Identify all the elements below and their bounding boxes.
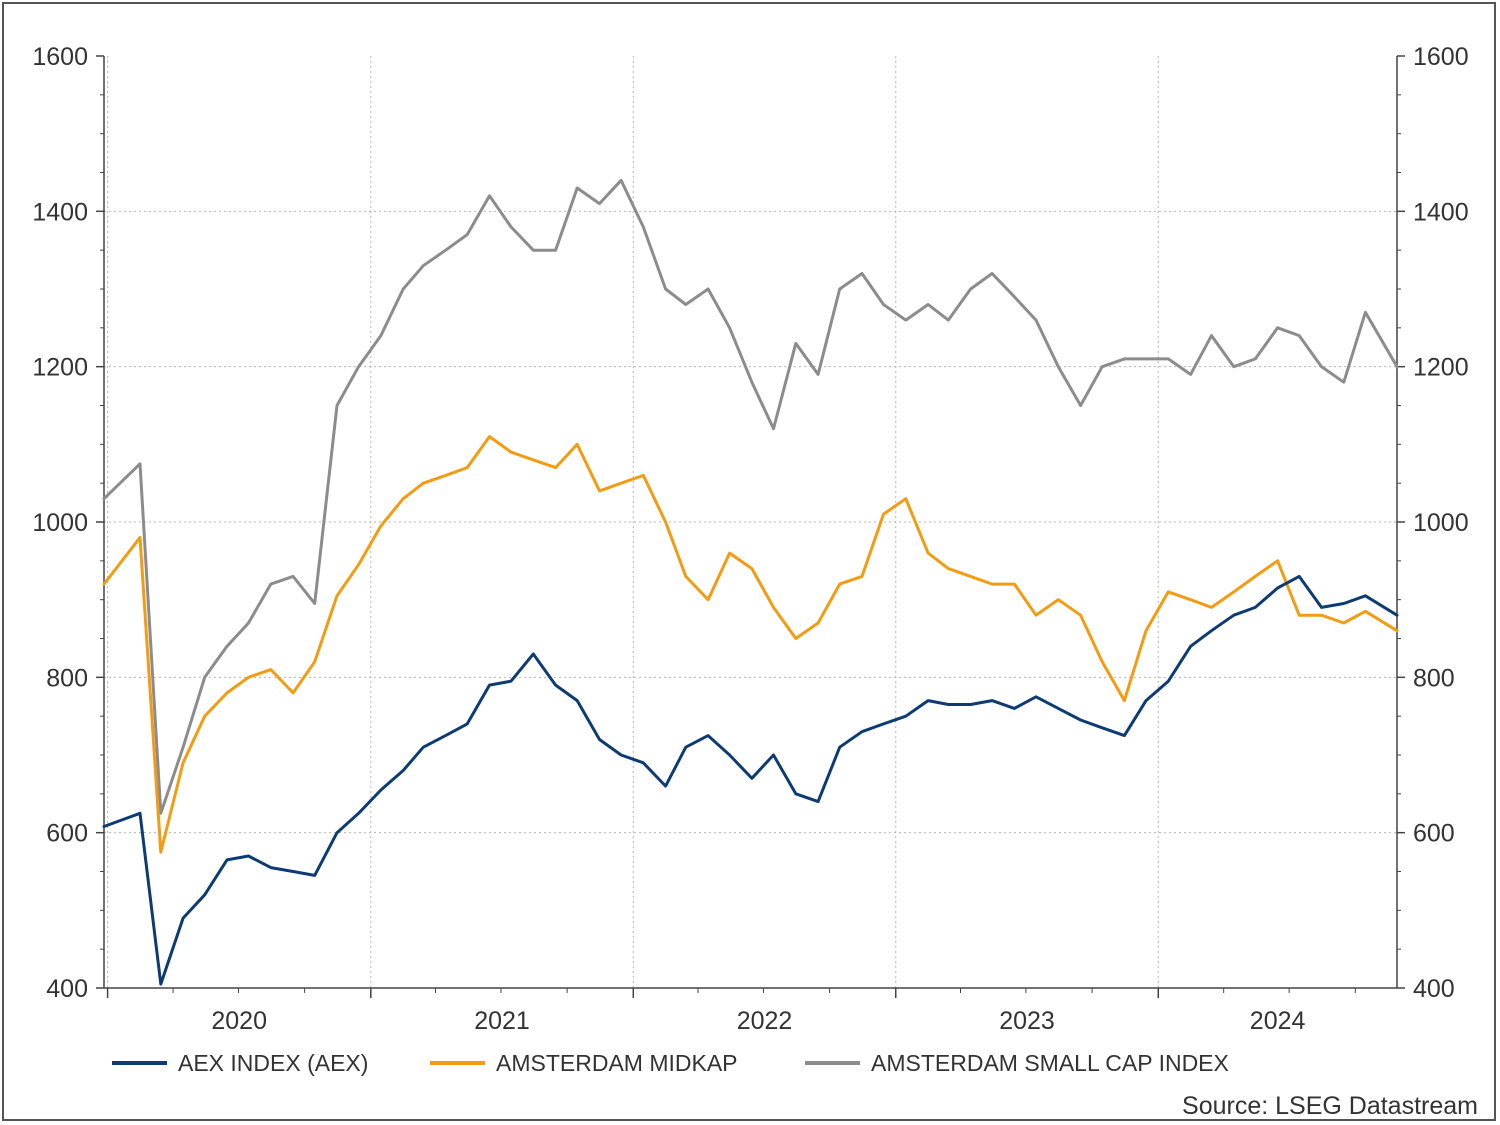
legend: AEX INDEX (AEX) AMSTERDAM MIDKAP AMSTERDAM… (112, 1050, 1229, 1076)
y-tick-label-left: 1600 (32, 43, 88, 71)
x-tick-label: 2020 (211, 1007, 267, 1035)
series-line-2 (102, 435, 1399, 854)
legend-label: AMSTERDAM MIDKAP (496, 1050, 738, 1076)
y-tick-label-right: 1000 (1413, 509, 1469, 537)
x-tick-label: 2023 (999, 1007, 1055, 1035)
y-tick-label-left: 1400 (32, 198, 88, 226)
y-tick-label-right: 800 (1413, 664, 1455, 692)
y-tick-label-right: 600 (1413, 820, 1455, 848)
x-tick-label: 2021 (474, 1007, 530, 1035)
y-tick-label-right: 1400 (1413, 198, 1469, 226)
legend-label: AMSTERDAM SMALL CAP INDEX (871, 1050, 1229, 1076)
legend-label: AEX INDEX (AEX) (178, 1050, 368, 1076)
series-line-1 (102, 574, 1399, 986)
y-tick-label-left: 800 (46, 664, 88, 692)
y-tick-label-right: 400 (1413, 975, 1455, 1003)
y-tick-label-left: 600 (46, 820, 88, 848)
source-label: Source: LSEG Datastream (1182, 1092, 1478, 1120)
grid-lines (104, 56, 1397, 989)
y-tick-label-right: 1200 (1413, 354, 1469, 382)
x-tick-label: 2024 (1250, 1007, 1306, 1035)
x-tick-label: 2022 (737, 1007, 793, 1035)
y-tick-label-right: 1600 (1413, 43, 1469, 71)
y-tick-label-left: 1000 (32, 509, 88, 537)
axes: 400 400 600 600 800 800 1000 1000 1200 1200 1400 14… (32, 43, 1468, 1035)
series-line-3 (102, 178, 1399, 815)
y-tick-label-left: 400 (46, 975, 88, 1003)
y-tick-label-left: 1200 (32, 354, 88, 382)
series-lines (102, 178, 1399, 986)
